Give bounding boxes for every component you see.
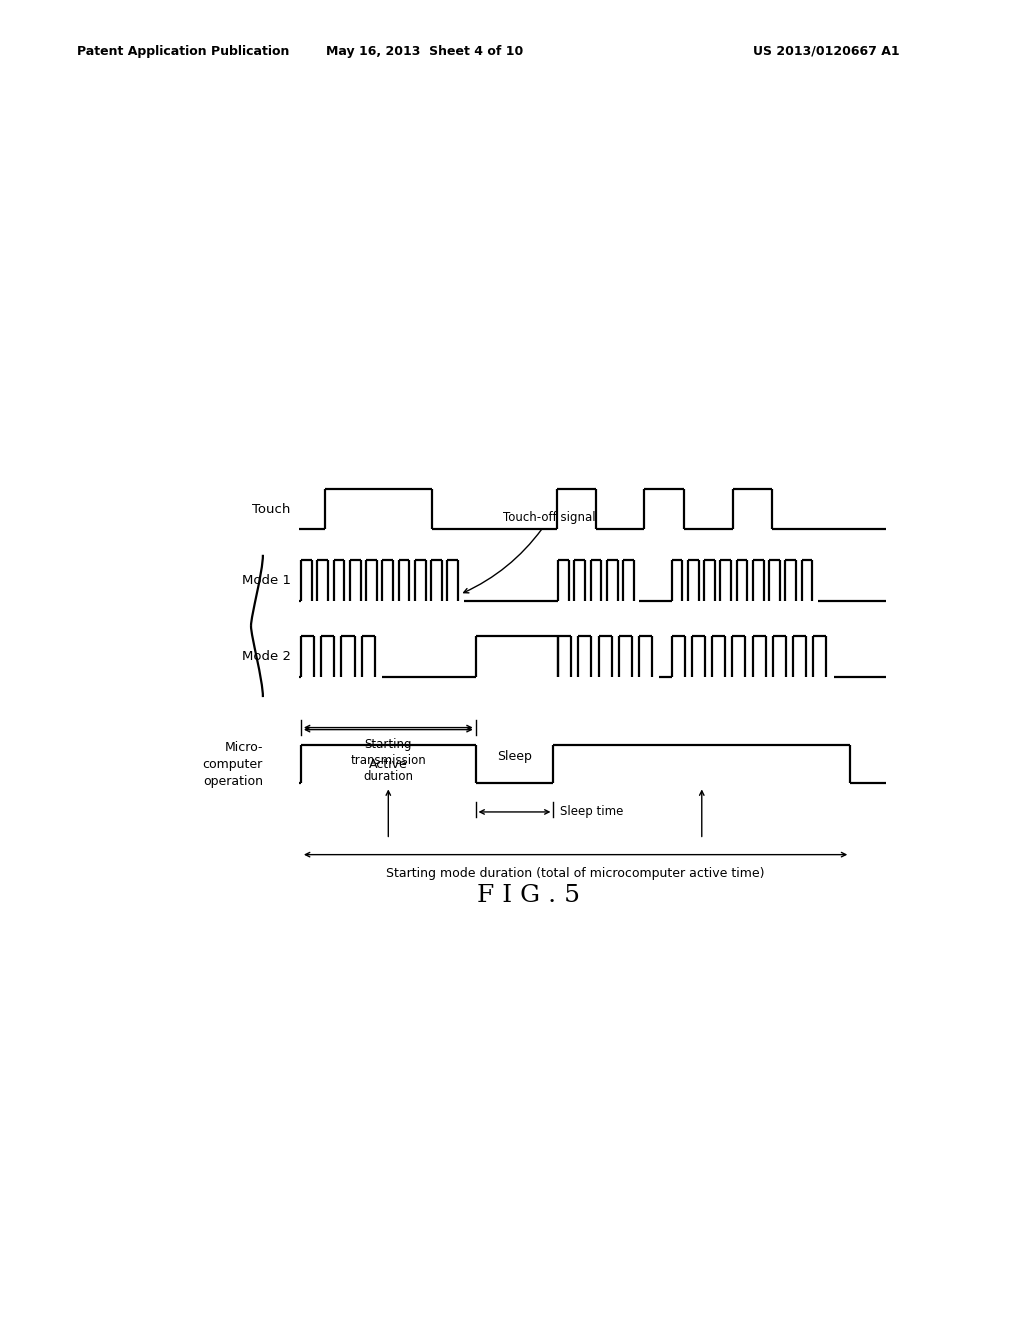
Text: Touch: Touch: [252, 503, 291, 516]
Text: Starting mode duration (total of microcomputer active time): Starting mode duration (total of microco…: [386, 867, 765, 880]
Text: Patent Application Publication: Patent Application Publication: [77, 45, 289, 58]
Text: Sleep: Sleep: [497, 750, 531, 763]
Text: Mode 2: Mode 2: [242, 649, 291, 663]
Text: US 2013/0120667 A1: US 2013/0120667 A1: [753, 45, 899, 58]
Text: F I G . 5: F I G . 5: [477, 884, 581, 907]
Text: May 16, 2013  Sheet 4 of 10: May 16, 2013 Sheet 4 of 10: [327, 45, 523, 58]
Text: Touch-off signal: Touch-off signal: [464, 511, 596, 593]
Text: Sleep time: Sleep time: [560, 805, 623, 818]
Text: Micro-
computer
operation: Micro- computer operation: [203, 741, 263, 788]
Text: Starting
transmission
duration: Starting transmission duration: [350, 738, 426, 783]
Text: Active: Active: [369, 758, 408, 771]
Text: Mode 1: Mode 1: [242, 574, 291, 586]
